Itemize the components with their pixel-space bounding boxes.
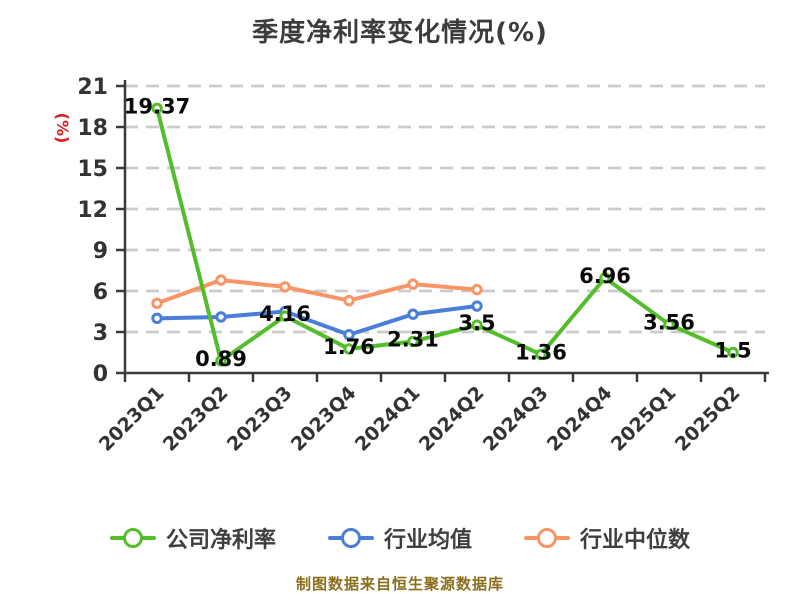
legend-dot [537, 528, 557, 548]
series-line-2 [151, 274, 483, 309]
data-point[interactable] [407, 335, 419, 348]
y-tick-label: 9 [93, 239, 108, 264]
data-source-note: 制图数据来自恒生聚源数据库 [295, 575, 504, 593]
x-tick-label: 2024Q3 [479, 382, 553, 456]
data-point[interactable] [343, 329, 355, 341]
data-point[interactable] [343, 294, 355, 307]
data-point[interactable] [215, 355, 227, 367]
data-point-label: 3.56 [643, 310, 695, 334]
y-tick-label: 18 [77, 116, 108, 141]
y-tick-label: 21 [77, 75, 108, 100]
data-point[interactable] [599, 272, 611, 284]
data-point[interactable] [151, 102, 163, 114]
data-point[interactable] [151, 312, 163, 325]
data-point-label: 0.89 [195, 347, 247, 371]
data-point[interactable] [151, 297, 163, 309]
data-point-label: 2.31 [387, 327, 439, 351]
legend-marker-icon [524, 527, 570, 549]
series-path [155, 278, 479, 306]
legend-marker-icon [109, 527, 156, 549]
data-point[interactable] [727, 346, 739, 359]
y-axis-name: (%) [53, 113, 72, 144]
y-tick-label: 6 [93, 280, 108, 305]
axes: 0369121518212023Q12023Q22023Q32023Q42024… [77, 75, 769, 456]
x-tick-label: 2024Q1 [351, 382, 425, 456]
data-point[interactable] [663, 318, 675, 331]
y-tick-label: 15 [77, 157, 108, 182]
data-point[interactable] [471, 319, 483, 331]
gridlines [125, 84, 765, 334]
data-point-label: 3.5 [458, 311, 495, 335]
data-point[interactable] [343, 343, 355, 355]
legend-label: 行业均值 [383, 528, 472, 553]
legend: 公司净利率 行业均值 行业中位数 [0, 522, 800, 554]
x-tick-label: 2023Q2 [159, 382, 233, 456]
data-point[interactable] [279, 281, 291, 293]
x-tick-label: 2023Q3 [223, 382, 297, 456]
data-point[interactable] [279, 310, 291, 322]
legend-item-industry-average[interactable]: 行业均值 [327, 522, 472, 554]
chart-title: 季度净利率变化情况(%) [252, 18, 548, 48]
data-point-label: 19.37 [124, 94, 190, 118]
x-tick-label: 2025Q1 [607, 382, 681, 456]
legend-label: 公司净利率 [165, 528, 276, 553]
data-point-label: 1.5 [714, 339, 751, 363]
x-tick-label: 2024Q4 [543, 382, 617, 456]
data-point[interactable] [215, 274, 227, 286]
data-point[interactable] [407, 278, 419, 290]
data-point-label: 1.36 [515, 340, 567, 364]
series-path [155, 106, 735, 363]
legend-dot [122, 528, 143, 548]
y-tick-label: 0 [93, 362, 108, 387]
y-tick-label: 3 [93, 321, 108, 346]
data-point-label: 4.16 [259, 302, 311, 326]
data-point[interactable] [215, 311, 227, 323]
legend-label: 行业中位数 [580, 528, 691, 553]
legend-marker-icon [327, 527, 374, 549]
legend-dot [340, 528, 361, 548]
data-point[interactable] [471, 300, 483, 312]
x-tick-label: 2024Q2 [415, 382, 489, 456]
legend-item-company-net-margin[interactable]: 公司净利率 [109, 522, 276, 554]
data-point-label: 6.96 [579, 264, 631, 288]
data-point[interactable] [407, 308, 419, 320]
x-tick-label: 2023Q4 [287, 382, 361, 456]
data-point[interactable] [535, 348, 547, 361]
data-point[interactable] [471, 283, 483, 296]
legend-item-industry-median[interactable]: 行业中位数 [524, 522, 690, 554]
x-tick-label: 2025Q2 [671, 382, 745, 456]
x-tick-label: 2023Q1 [95, 382, 169, 456]
series-line-0: 19.37 0.89 4.16 1.76 2.31 3.5 1.36 6.96 3.56 1.5 [124, 94, 752, 371]
y-tick-label: 12 [77, 198, 108, 223]
data-point-label: 1.76 [323, 335, 375, 359]
